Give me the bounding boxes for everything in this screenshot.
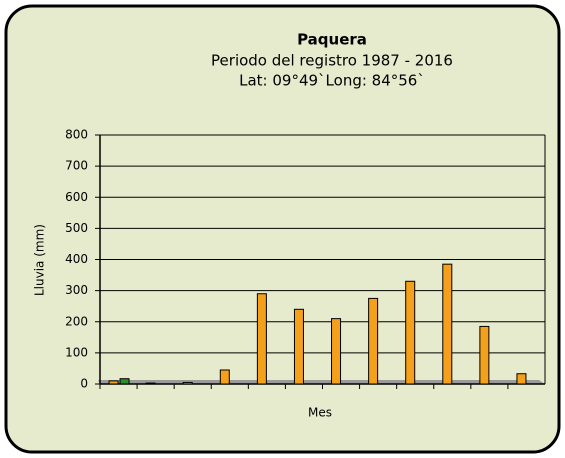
bar xyxy=(516,373,527,385)
y-tick-label: 500 xyxy=(65,221,88,235)
y-tick-label: 700 xyxy=(65,159,88,173)
y-tick-label: 100 xyxy=(65,345,88,359)
bar xyxy=(145,382,156,385)
bar xyxy=(219,369,230,385)
y-tick-label: 200 xyxy=(65,314,88,328)
y-tick-label: 300 xyxy=(65,283,88,297)
panel xyxy=(4,4,561,454)
bar xyxy=(368,297,379,385)
y-tick-label: 400 xyxy=(65,252,88,266)
bar xyxy=(405,280,416,385)
bar xyxy=(479,325,490,385)
chart-subtitle: Lat: 09°49`Long: 84°56` xyxy=(239,72,425,90)
bar xyxy=(442,263,453,385)
bar xyxy=(182,381,193,385)
y-tick-label: 0 xyxy=(80,377,88,391)
y-tick-label: 800 xyxy=(65,128,88,142)
y-axis-label: Lluvia (mm) xyxy=(33,224,47,296)
bar xyxy=(331,318,342,385)
bar xyxy=(108,380,119,385)
x-axis-label: Mes xyxy=(308,406,332,420)
bar xyxy=(293,308,304,385)
bar xyxy=(256,293,267,385)
chart-title: Paquera xyxy=(297,31,367,49)
floor xyxy=(98,380,545,384)
y-tick-label: 600 xyxy=(65,190,88,204)
chart-subtitle: Periodo del registro 1987 - 2016 xyxy=(211,52,453,70)
bar xyxy=(119,378,130,385)
